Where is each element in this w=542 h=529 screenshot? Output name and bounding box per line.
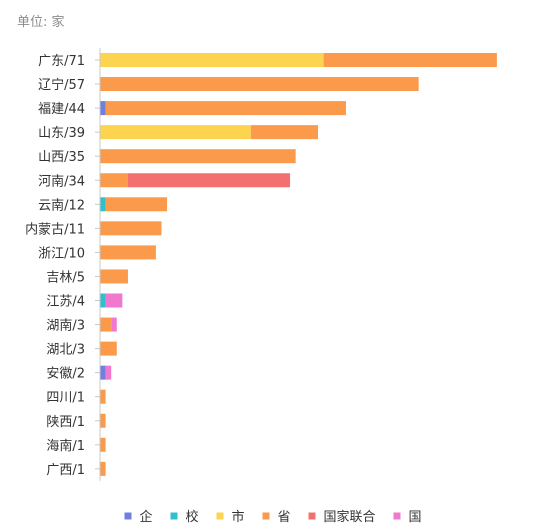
legend-swatch <box>308 512 316 520</box>
legend-label: 校 <box>186 509 199 525</box>
legend: 企 校 市 省 国家联合 国 <box>124 509 422 525</box>
legend-swatch <box>216 512 224 520</box>
legend-item[interactable]: 企 <box>124 509 153 525</box>
category-label: 四川/1 <box>46 391 85 406</box>
category-label: 浙江/10 <box>38 246 85 261</box>
category-label: 山东/39 <box>38 126 85 141</box>
bar-segment[interactable] <box>100 293 106 308</box>
bar-segment[interactable] <box>100 221 162 236</box>
category-label: 云南/12 <box>38 197 85 213</box>
bar-segment[interactable] <box>250 125 319 140</box>
category-label: 湖南/3 <box>46 318 85 334</box>
axis-layer <box>95 47 101 481</box>
bar-segment[interactable] <box>100 197 106 212</box>
category-label: 河南/34 <box>38 173 85 189</box>
category-label: 广东/71 <box>38 54 85 69</box>
category-label: 福建/44 <box>38 102 85 117</box>
bar-segment[interactable] <box>100 437 106 452</box>
legend-swatch <box>170 512 178 520</box>
category-labels: 广东/71 辽宁/57 福建/44 山东/39 山西/35 河南/34 云南/12 内蒙古/1… <box>25 54 85 478</box>
category-label: 江苏/4 <box>46 294 85 310</box>
bar-segment[interactable] <box>105 293 123 308</box>
bar-segment[interactable] <box>105 197 168 212</box>
legend-item[interactable]: 国家联合 <box>308 509 376 525</box>
bar-segment[interactable] <box>100 341 117 356</box>
bar-segment[interactable] <box>127 173 291 188</box>
bar-segment[interactable] <box>100 389 106 404</box>
legend-swatch <box>393 512 401 520</box>
bar-segment[interactable] <box>100 413 106 428</box>
legend-item[interactable]: 省 <box>262 510 291 525</box>
bars-layer <box>100 53 497 476</box>
legend-item[interactable]: 市 <box>216 509 245 525</box>
bar-segment[interactable] <box>100 77 419 92</box>
bar-segment[interactable] <box>100 365 106 380</box>
bar-segment[interactable] <box>100 245 156 260</box>
legend-item[interactable]: 国 <box>393 510 422 525</box>
category-label: 内蒙古/11 <box>25 221 85 237</box>
category-label: 安徽/2 <box>46 367 85 382</box>
category-label: 陕西/1 <box>46 415 85 430</box>
bar-segment[interactable] <box>100 461 106 476</box>
legend-label: 省 <box>278 510 291 525</box>
bar-segment[interactable] <box>111 317 117 332</box>
legend-label: 市 <box>232 509 245 525</box>
legend-swatch <box>262 512 270 520</box>
bar-segment[interactable] <box>100 125 251 140</box>
legend-label: 国 <box>409 510 422 525</box>
category-label: 辽宁/57 <box>38 77 85 93</box>
bar-segment[interactable] <box>105 365 112 380</box>
legend-swatch <box>124 512 132 520</box>
bar-segment[interactable] <box>100 173 128 188</box>
bar-segment[interactable] <box>100 269 128 284</box>
legend-label: 企 <box>140 509 153 525</box>
bar-segment[interactable] <box>105 101 346 116</box>
category-label: 湖北/3 <box>46 343 85 358</box>
legend-item[interactable]: 校 <box>170 509 199 525</box>
bar-segment[interactable] <box>100 149 296 164</box>
bar-segment[interactable] <box>100 53 324 67</box>
category-label: 山西/35 <box>38 150 85 165</box>
category-label: 吉林/5 <box>46 270 85 285</box>
unit-label: 单位: 家 <box>17 15 65 30</box>
bar-segment[interactable] <box>323 53 497 67</box>
category-label: 广西/1 <box>46 463 85 478</box>
bar-segment[interactable] <box>100 101 106 116</box>
bar-segment[interactable] <box>100 317 112 332</box>
category-label: 海南/1 <box>46 438 85 454</box>
legend-label: 国家联合 <box>324 509 376 525</box>
